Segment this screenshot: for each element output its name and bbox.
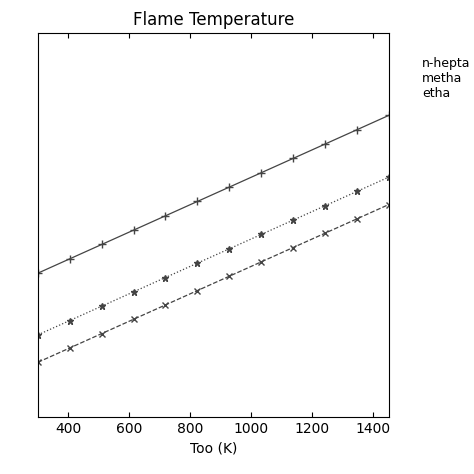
Text: n-hepta
metha
etha: n-hepta metha etha (422, 57, 470, 100)
Title: Flame Temperature: Flame Temperature (133, 11, 294, 29)
X-axis label: Too (K): Too (K) (190, 442, 237, 456)
